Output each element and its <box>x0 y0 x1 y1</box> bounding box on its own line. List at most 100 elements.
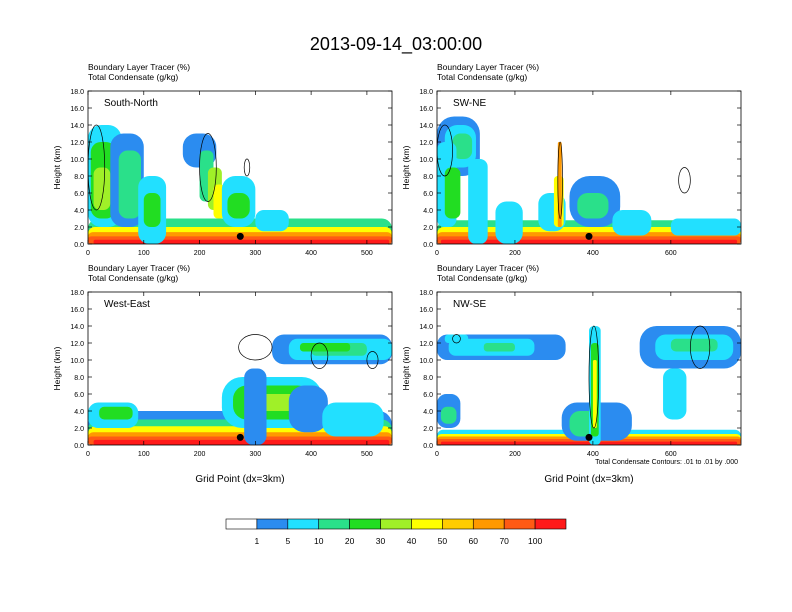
x-tick-label: 400 <box>587 250 599 257</box>
field-region <box>227 193 250 219</box>
y-tick-label: 16.0 <box>70 106 84 113</box>
panel-nw-se: Boundary Layer Tracer (%)Total Condensat… <box>401 263 742 485</box>
field-region <box>288 385 328 433</box>
y-tick-label: 2.0 <box>74 426 84 433</box>
colorbar-swatch <box>256 518 289 530</box>
field-region <box>612 210 652 236</box>
field-region <box>483 343 515 352</box>
x-tick-label: 400 <box>305 250 317 257</box>
y-tick-label: 6.0 <box>74 191 84 198</box>
field-region <box>322 402 384 437</box>
colorbar-swatch <box>349 518 381 530</box>
figure-title: 2013-09-14_03:00:00 <box>310 34 482 55</box>
colorbar-label: 10 <box>314 536 324 546</box>
y-tick-label: 6.0 <box>423 392 433 399</box>
colorbar-swatch <box>411 518 443 530</box>
x-tick-label: 100 <box>138 250 150 257</box>
y-tick-label: 0.0 <box>423 242 433 249</box>
y-tick-label: 8.0 <box>423 174 433 181</box>
y-tick-label: 12.0 <box>70 140 84 147</box>
y-tick-label: 8.0 <box>74 375 84 382</box>
colorbar-label: 70 <box>499 536 509 546</box>
condensate-contour <box>199 133 217 202</box>
condensate-contour <box>689 325 711 369</box>
panel-title-line2: Total Condensate (g/kg) <box>437 273 527 283</box>
y-tick-label: 16.0 <box>70 307 84 314</box>
colorbar-swatch <box>287 518 320 530</box>
condensate-contour <box>452 334 461 344</box>
field-region <box>93 167 111 210</box>
x-tick-label: 600 <box>665 451 677 458</box>
x-tick-label: 200 <box>194 451 206 458</box>
condensate-contour <box>88 124 106 211</box>
y-tick-label: 0.0 <box>423 443 433 450</box>
panel-label: SW-NE <box>453 98 486 109</box>
x-tick-label: 500 <box>361 451 373 458</box>
colorbar-label: 20 <box>345 536 355 546</box>
tracer-field <box>88 334 392 445</box>
y-tick-label: 14.0 <box>70 324 84 331</box>
y-tick-label: 12.0 <box>419 341 433 348</box>
colorbar-label: 40 <box>407 536 417 546</box>
panel-title-line2: Total Condensate (g/kg) <box>88 72 178 82</box>
location-marker <box>585 433 593 441</box>
y-axis-label: Height (km) <box>52 145 62 189</box>
field-region <box>670 218 741 236</box>
condensate-contour <box>437 124 453 177</box>
y-tick-label: 6.0 <box>423 191 433 198</box>
y-tick-label: 2.0 <box>423 426 433 433</box>
x-tick-label: 300 <box>249 451 261 458</box>
field-region <box>592 360 597 428</box>
field-region <box>440 406 457 424</box>
panels: Boundary Layer Tracer (%)Total Condensat… <box>52 62 742 485</box>
field-region <box>118 150 141 219</box>
x-tick-label: 0 <box>86 451 90 458</box>
field-region <box>495 201 523 244</box>
panel-west-east: Boundary Layer Tracer (%)Total Condensat… <box>52 263 393 485</box>
field-region <box>468 159 488 244</box>
field-region <box>577 193 609 219</box>
colorbar-label: 100 <box>528 536 542 546</box>
condensate-contour <box>588 325 600 429</box>
field-region <box>444 334 469 343</box>
plot-frame <box>87 291 393 446</box>
x-tick-label: 0 <box>435 250 439 257</box>
colorbar: 1 5 10 20 30 40 50 60 70 100 <box>225 518 567 546</box>
y-tick-label: 12.0 <box>70 341 84 348</box>
y-tick-label: 4.0 <box>74 208 84 215</box>
panel-title-line1: Boundary Layer Tracer (%) <box>437 62 539 72</box>
colorbar-label: 5 <box>285 536 290 546</box>
condensate-contour <box>366 351 379 369</box>
x-tick-label: 100 <box>138 451 150 458</box>
y-tick-label: 10.0 <box>419 157 433 164</box>
location-marker <box>236 232 244 240</box>
panel-title-line2: Total Condensate (g/kg) <box>88 273 178 283</box>
x-tick-label: 200 <box>194 250 206 257</box>
panel-label: NW-SE <box>453 299 486 310</box>
field-region <box>663 368 687 420</box>
y-tick-label: 0.0 <box>74 443 84 450</box>
colorbar-swatch <box>503 518 536 530</box>
plot-frame <box>87 90 393 245</box>
y-tick-label: 6.0 <box>74 392 84 399</box>
y-tick-label: 16.0 <box>419 106 433 113</box>
y-tick-label: 14.0 <box>419 324 433 331</box>
y-tick-label: 4.0 <box>74 409 84 416</box>
colorbar-label: 50 <box>438 536 448 546</box>
y-tick-label: 18.0 <box>419 290 433 297</box>
field-region <box>670 338 718 352</box>
panel-title-line1: Boundary Layer Tracer (%) <box>437 263 539 273</box>
x-tick-label: 200 <box>509 250 521 257</box>
field-region <box>255 210 289 232</box>
y-tick-label: 2.0 <box>74 225 84 232</box>
colorbar-swatch <box>442 518 474 530</box>
y-tick-label: 4.0 <box>423 208 433 215</box>
field-region <box>440 441 738 445</box>
panel-south-north: Boundary Layer Tracer (%)Total Condensat… <box>52 62 393 257</box>
y-tick-label: 10.0 <box>70 157 84 164</box>
y-axis-label: Height (km) <box>52 346 62 390</box>
location-marker <box>236 433 244 441</box>
x-tick-label: 200 <box>509 451 521 458</box>
x-tick-label: 0 <box>86 250 90 257</box>
x-tick-label: 300 <box>249 250 261 257</box>
